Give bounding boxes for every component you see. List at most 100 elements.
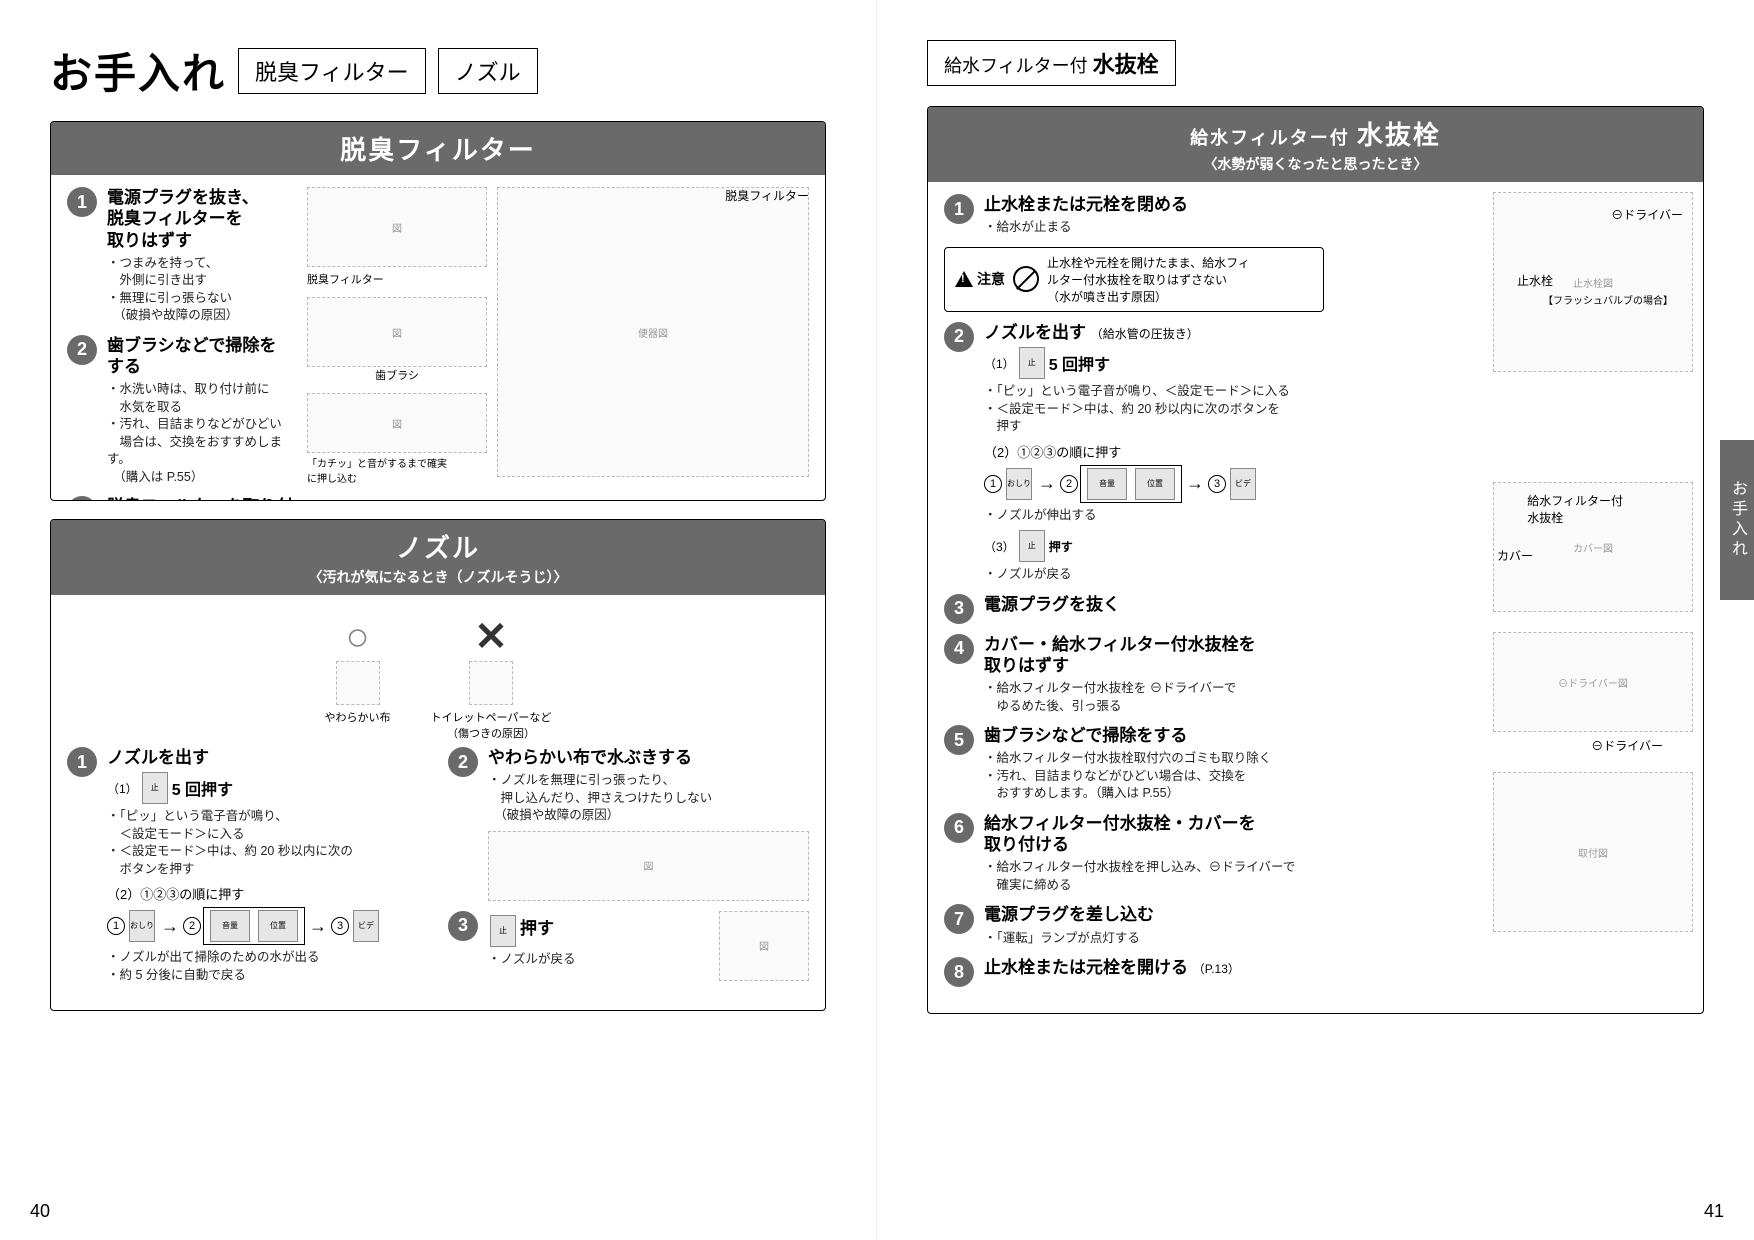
- step-title: 押す: [520, 918, 554, 939]
- diagram-nozzle-return: 図: [719, 911, 809, 981]
- step-badge: 3: [67, 496, 97, 501]
- panel-drain-subtitle: 〈水勢が弱くなったと思ったとき〉: [928, 154, 1703, 174]
- step-note: ・「運転」ランプが点灯する: [984, 930, 1444, 948]
- panel-nozzle: ノズル 〈汚れが気になるとき（ノズルそうじ）〉 ○ やわらかい布 ✕ トイレット…: [50, 519, 826, 1011]
- step-note: ・ノズルが伸出する: [984, 507, 1464, 525]
- page-number-right: 41: [1704, 1201, 1724, 1222]
- header-box-drain: 給水フィルター付 水抜栓: [927, 40, 1176, 86]
- step-title: 給水フィルター付水抜栓・カバーを 取り付ける: [984, 813, 1444, 856]
- step-badge: 8: [944, 957, 974, 987]
- step-badge: 2: [448, 747, 478, 777]
- position-button-icon: 位置: [258, 910, 298, 942]
- diag-caption: 脱臭フィルター: [307, 271, 487, 287]
- step-title: 脱臭フィルターを取り付け、 電源プラグを差し込む: [107, 496, 297, 501]
- diagram-brush: 図: [307, 297, 487, 367]
- ng-caption: トイレットペーパーなど （傷つきの原因）: [431, 709, 552, 741]
- step-badge: 4: [944, 634, 974, 664]
- oshiri-button-icon: おしり: [1006, 468, 1032, 500]
- ok-caption: やわらかい布: [325, 709, 391, 725]
- sub-label: （2）①②③の順に押す: [107, 884, 428, 903]
- stop-button-icon: 止: [1019, 347, 1045, 379]
- step-title: 止水栓または元栓を閉める: [984, 194, 1344, 215]
- sub-label: （3）: [984, 538, 1015, 555]
- step-badge: 2: [67, 335, 97, 365]
- oshiri-button-icon: おしり: [129, 910, 155, 942]
- label-flush: 【フラッシュバルブの場合】: [1543, 292, 1673, 307]
- step-title: 電源プラグを抜く: [984, 594, 1444, 615]
- volume-button-icon: 音量: [1087, 468, 1127, 500]
- step-note: ・ノズルが出て掃除のための水が出る ・約 5 分後に自動で戻る: [107, 949, 428, 984]
- sub-text: 押す: [1049, 538, 1073, 555]
- main-title: お手入れ: [50, 40, 226, 101]
- diagram-filter-remove: 図: [307, 187, 487, 267]
- step-badge: 3: [448, 911, 478, 941]
- sub-label: （2）①②③の順に押す: [984, 442, 1464, 461]
- diagram-insert: 図: [307, 393, 487, 453]
- step-badge: 1: [944, 194, 974, 224]
- step-badge: 6: [944, 813, 974, 843]
- label-filter: 脱臭フィルター: [725, 187, 809, 204]
- diagram-wipe: 図: [488, 831, 809, 901]
- step-note: ・ノズルを無理に引っ張ったり、 押し込んだり、押さえつけたりしない （破損や故障…: [488, 772, 809, 825]
- caution-box: 注意 止水栓や元栓を開けたまま、給水フィ ルター付水抜栓を取りはずさない （水が…: [944, 247, 1324, 312]
- page-number-left: 40: [30, 1201, 50, 1222]
- step-badge: 7: [944, 904, 974, 934]
- step-note: ・ノズルが戻る: [984, 566, 1464, 584]
- button-sequence: 1 おしり → 2 音量 位置 → 3 ビデ: [984, 465, 1464, 503]
- warning-icon: [955, 271, 973, 287]
- step-title: ノズルを出す （給水管の圧抜き）: [984, 322, 1464, 343]
- panel-filter: 脱臭フィルター 1 電源プラグを抜き、 脱臭フィルターを 取りはずす ・つまみを…: [50, 121, 826, 501]
- sub-label: （1）: [984, 355, 1015, 372]
- diag-caption: 「カチッ」と音がするまで確実 に押し込む: [307, 455, 487, 485]
- step-badge: 2: [944, 322, 974, 352]
- step-title: やわらかい布で水ぶきする: [488, 747, 809, 768]
- step-note: ・「ピッ」という電子音が鳴り、＜設定モード＞に入る ・＜設定モード＞中は、約 2…: [984, 383, 1464, 436]
- step-note: ・「ピッ」という電子音が鳴り、 ＜設定モード＞に入る ・＜設定モード＞中は、約 …: [107, 808, 428, 878]
- position-button-icon: 位置: [1135, 468, 1175, 500]
- header-box-filter: 脱臭フィルター: [238, 48, 426, 94]
- prohibit-icon: [1013, 266, 1039, 292]
- stop-button-icon: 止: [490, 915, 516, 947]
- label-driver: ⊖ドライバー: [1611, 206, 1683, 223]
- step-title: 歯ブラシなどで掃除を する: [107, 335, 297, 378]
- paper-icon: [469, 661, 513, 705]
- step-title: 歯ブラシなどで掃除をする: [984, 725, 1444, 746]
- sub-text: 5 回押す: [1049, 351, 1110, 375]
- step-note: ・給水フィルター付水抜栓を ⊖ドライバーで ゆるめた後、引っ張る: [984, 680, 1444, 715]
- diagram-toilet: 便器図: [497, 187, 809, 477]
- side-tab: お手入れ: [1720, 440, 1754, 600]
- panel-filter-title: 脱臭フィルター: [51, 130, 825, 167]
- panel-drain: 給水フィルター付 水抜栓 〈水勢が弱くなったと思ったとき〉 止水栓図 ⊖ドライバ…: [927, 106, 1704, 1014]
- label-filter2: 給水フィルター付 水抜栓: [1527, 492, 1623, 526]
- bidet-button-icon: ビデ: [353, 910, 379, 942]
- step-title: カバー・給水フィルター付水抜栓を 取りはずす: [984, 634, 1444, 677]
- header-box-nozzle: ノズル: [438, 48, 538, 94]
- sub-label: （1）: [107, 780, 138, 797]
- step-title: 電源プラグを抜き、 脱臭フィルターを 取りはずす: [107, 187, 297, 251]
- step-badge: 5: [944, 725, 974, 755]
- step-note: ・つまみを持って、 外側に引き出す ・無理に引っ張らない （破損や故障の原因）: [107, 255, 297, 325]
- stop-button-icon: 止: [1019, 530, 1045, 562]
- sub-text: 5 回押す: [172, 776, 233, 800]
- header-right: 給水フィルター付 水抜栓: [927, 40, 1704, 86]
- diagram-driver: ⊖ドライバー図: [1493, 632, 1693, 732]
- panel-drain-title: 給水フィルター付 水抜栓: [928, 115, 1703, 152]
- cloth-icon: [336, 661, 380, 705]
- ng-mark: ✕: [431, 617, 552, 657]
- step-badge: 1: [67, 187, 97, 217]
- diagram-install: 取付図: [1493, 772, 1693, 932]
- panel-nozzle-subtitle: 〈汚れが気になるとき（ノズルそうじ）〉: [51, 567, 825, 587]
- header-left: お手入れ 脱臭フィルター ノズル: [50, 40, 826, 101]
- label-driver2: ⊖ドライバー: [1591, 737, 1663, 754]
- label-stop: 止水栓: [1517, 272, 1553, 289]
- button-sequence: 1 おしり → 2 音量 位置 → 3: [107, 907, 428, 945]
- label-cover: カバー: [1497, 547, 1533, 564]
- diag-caption: 歯ブラシ: [307, 367, 487, 383]
- step-badge: 1: [67, 747, 97, 777]
- ok-mark: ○: [325, 617, 391, 657]
- stop-button-icon: 止: [142, 772, 168, 804]
- nozzle-ok-ng: ○ やわらかい布 ✕ トイレットペーパーなど （傷つきの原因）: [67, 617, 809, 741]
- caution-text: 止水栓や元栓を開けたまま、給水フィ ルター付水抜栓を取りはずさない （水が噴き出…: [1047, 254, 1250, 305]
- volume-button-icon: 音量: [210, 910, 250, 942]
- step-title: 電源プラグを差し込む: [984, 904, 1444, 925]
